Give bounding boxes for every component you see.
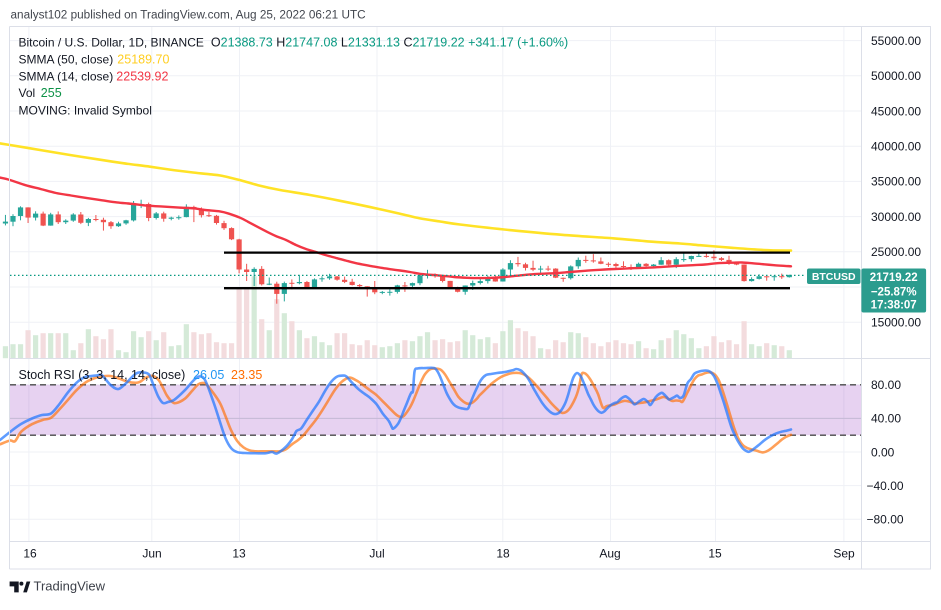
svg-text:23.35: 23.35 (231, 368, 262, 382)
svg-text:255: 255 (41, 86, 62, 100)
svg-text:−80.00: −80.00 (867, 513, 904, 527)
svg-text:25000.00: 25000.00 (871, 245, 921, 259)
svg-text:Jun: Jun (142, 547, 161, 561)
svg-text:0.00: 0.00 (871, 445, 895, 459)
svg-text:35000.00: 35000.00 (871, 175, 921, 189)
svg-text:Stoch RSI (3, 3, 14, 14, close: Stoch RSI (3, 3, 14, 14, close) (19, 368, 186, 382)
svg-text:Jul: Jul (369, 547, 384, 561)
svg-text:13: 13 (232, 547, 246, 561)
svg-text:Vol: Vol (19, 86, 36, 100)
svg-text:analyst102 published on Tradin: analyst102 published on TradingView.com,… (11, 9, 367, 22)
svg-text:Bitcoin / U.S. Dollar, 1D, BIN: Bitcoin / U.S. Dollar, 1D, BINANCE (19, 35, 204, 49)
svg-text:30000.00: 30000.00 (871, 210, 921, 224)
svg-text:MOVING: Invalid Symbol: MOVING: Invalid Symbol (19, 104, 152, 118)
svg-text:−40.00: −40.00 (867, 479, 904, 493)
svg-text:Aug: Aug (599, 547, 620, 561)
svg-text:SMMA (50, close): SMMA (50, close) (19, 53, 114, 67)
svg-text:BTCUSD: BTCUSD (812, 271, 856, 283)
svg-text:16: 16 (23, 547, 37, 561)
svg-text:−25.87%: −25.87% (871, 287, 917, 299)
svg-text:21719.22: 21719.22 (870, 272, 918, 284)
svg-text:25189.70: 25189.70 (117, 53, 169, 67)
svg-text:55000.00: 55000.00 (871, 34, 921, 48)
svg-text:18: 18 (496, 547, 510, 561)
svg-text:26.05: 26.05 (193, 368, 224, 382)
svg-text:O21388.73 H21747.08 L21331.1: O21388.73 H21747.08 L21331.13 C21719.22 … (211, 35, 568, 49)
svg-text:50000.00: 50000.00 (871, 69, 921, 83)
svg-text:40.00: 40.00 (871, 412, 901, 426)
svg-text:TradingView: TradingView (34, 579, 106, 594)
svg-text:SMMA (14, close): SMMA (14, close) (19, 70, 114, 84)
svg-text:40000.00: 40000.00 (871, 140, 921, 154)
svg-text:80.00: 80.00 (871, 378, 901, 392)
svg-text:45000.00: 45000.00 (871, 104, 921, 118)
svg-text:15: 15 (708, 547, 722, 561)
svg-text:Sep: Sep (833, 547, 855, 561)
svg-text:15000.00: 15000.00 (871, 316, 921, 330)
svg-text:22539.92: 22539.92 (116, 70, 168, 84)
svg-text:17:38:07: 17:38:07 (871, 300, 917, 312)
